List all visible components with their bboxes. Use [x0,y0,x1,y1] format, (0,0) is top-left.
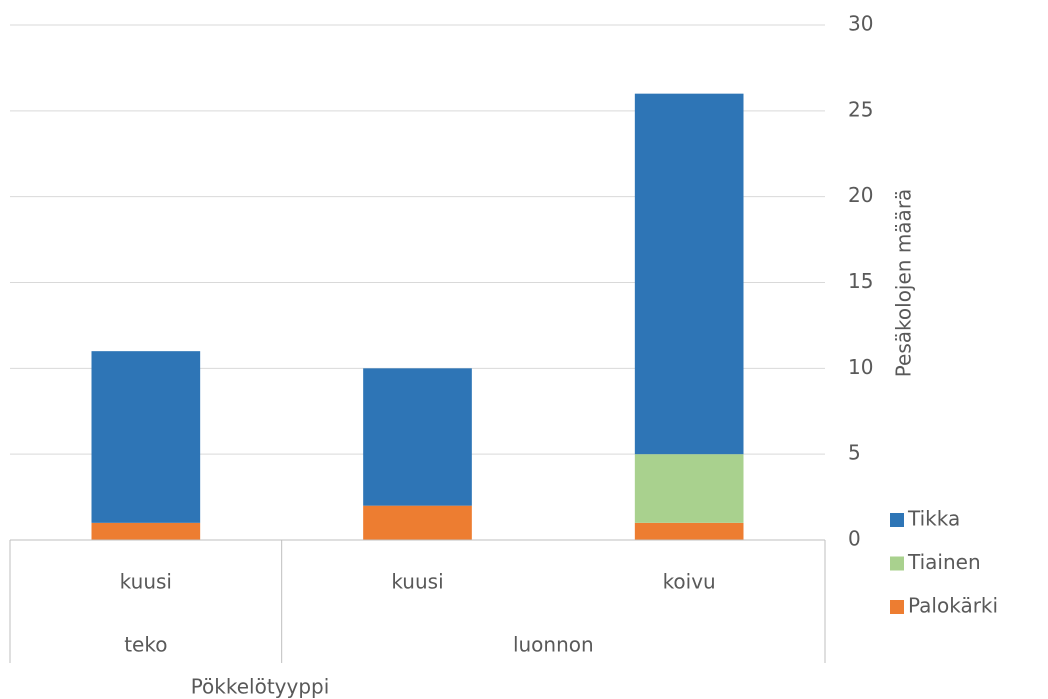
y-tick-label: 20 [848,183,873,207]
legend-label: Tikka [907,507,960,531]
bar-segment [363,505,472,540]
x-axis-title: Pökkelötyyppi [191,675,330,699]
bar-segment [91,351,201,523]
y-tick-label: 15 [848,269,873,293]
bar-segment [91,522,201,540]
y-tick-label: 25 [848,97,873,121]
bar-segment [634,93,744,455]
y-tick-label: 0 [848,527,861,551]
legend-swatch [890,556,904,571]
y-tick-label: 5 [848,441,861,465]
y-tick-label: 10 [848,355,873,379]
x-tick-label: kuusi [391,570,443,594]
bar-segment [634,522,744,540]
y-axis-title: Pesäkolojen määrä [892,189,916,378]
x-tick-label: koivu [663,570,716,594]
bar-segment [363,368,472,506]
group-label: luonnon [513,633,594,657]
bar-segment [634,454,744,523]
x-tick-label: kuusi [120,570,172,594]
y-tick-label: 30 [848,12,873,36]
legend-label: Palokärki [908,594,998,618]
legend-swatch [890,513,904,527]
legend-swatch [890,600,904,614]
legend-label: Tiainen [907,550,981,574]
group-label: teko [124,633,167,657]
